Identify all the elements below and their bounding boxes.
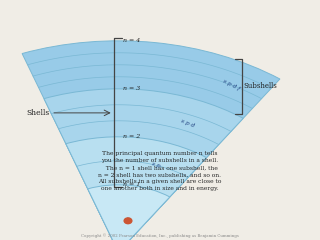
Text: Copyright © 2002 Pearson Education, Inc., publishing as Benjamin Cummings: Copyright © 2002 Pearson Education, Inc.… — [81, 233, 239, 238]
Text: Subshells: Subshells — [243, 82, 277, 90]
Text: s p d: s p d — [180, 118, 196, 128]
Wedge shape — [66, 137, 206, 240]
Text: n = 4: n = 4 — [123, 38, 140, 43]
Text: Shells: Shells — [27, 109, 50, 117]
Wedge shape — [88, 185, 170, 240]
Text: n = 1: n = 1 — [123, 182, 140, 187]
Circle shape — [124, 218, 132, 224]
Text: s: s — [126, 216, 130, 222]
Text: n = 2: n = 2 — [123, 134, 140, 139]
Wedge shape — [22, 41, 280, 240]
Text: s p d f: s p d f — [222, 79, 241, 92]
Text: n = 3: n = 3 — [123, 86, 140, 91]
Text: The principal quantum number n tells
you the number of subshells in a shell.
  T: The principal quantum number n tells you… — [98, 151, 222, 191]
Wedge shape — [44, 89, 243, 240]
Text: s p: s p — [151, 162, 161, 169]
